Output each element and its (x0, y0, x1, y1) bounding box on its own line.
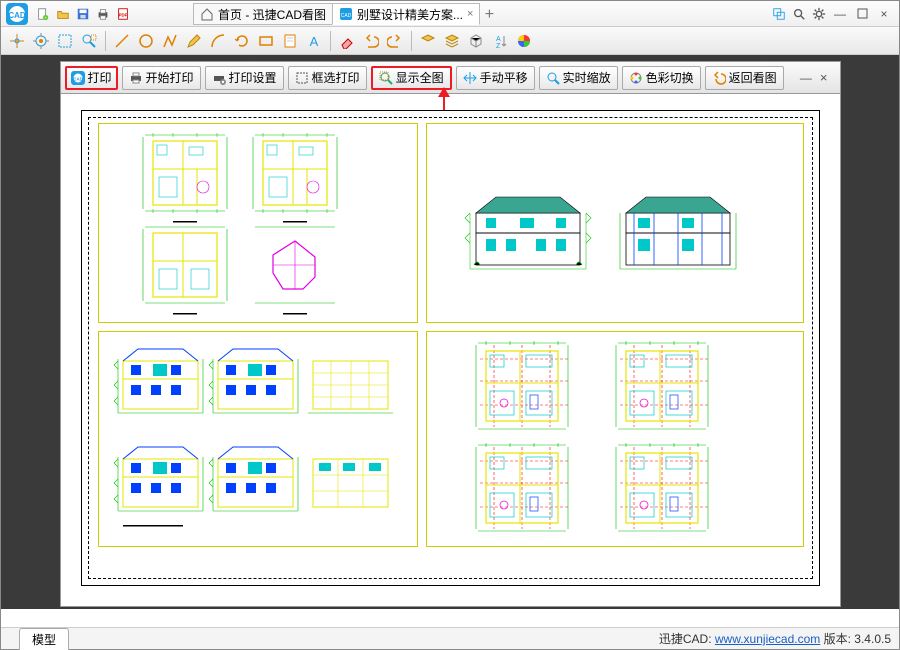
tab-label: 首页 - 迅捷CAD看图 (218, 6, 326, 23)
toolbar-separator (411, 31, 412, 51)
document-tabs: 首页 - 迅捷CAD看图 CAD 别墅设计精美方案... × + (1, 3, 899, 27)
layer-icon[interactable] (417, 30, 439, 52)
frame-print-button[interactable]: 框选打印 (288, 66, 367, 90)
tab-label: 别墅设计精美方案... (357, 6, 463, 23)
panel-floorplans (98, 123, 418, 323)
realtime-zoom-button[interactable]: 实时缩放 (539, 66, 618, 90)
svg-text:A: A (310, 34, 319, 49)
svg-text:CAD: CAD (341, 13, 352, 19)
statusbar: 模型 迅捷CAD: www.xunjiecad.com 版本: 3.4.0.5 (1, 627, 899, 649)
pencil-icon[interactable] (183, 30, 205, 52)
zoom-area-icon[interactable] (78, 30, 100, 52)
rect-icon[interactable] (255, 30, 277, 52)
model-space-tab[interactable]: 模型 (19, 628, 69, 650)
circle-icon[interactable] (135, 30, 157, 52)
line-icon[interactable] (111, 30, 133, 52)
svg-text:A: A (496, 36, 501, 43)
arc-icon[interactable] (207, 30, 229, 52)
svg-text:CAD: CAD (73, 76, 83, 81)
print-toolbar: CAD 打印 开始打印 打印设置 框选打印 显示全图 手动平移 实时缩放 色彩切… (61, 62, 840, 94)
print-tag-label: 打印 (88, 69, 112, 86)
pan-button[interactable]: 手动平移 (456, 66, 535, 90)
eraser-icon[interactable] (336, 30, 358, 52)
cad-file-icon: CAD (339, 7, 353, 21)
undo-icon[interactable] (360, 30, 382, 52)
svg-text:Z: Z (496, 43, 501, 49)
toolbar-separator (105, 31, 106, 51)
text-icon[interactable]: A (303, 30, 325, 52)
tab-close-icon[interactable]: × (467, 8, 473, 20)
cube-icon[interactable] (465, 30, 487, 52)
panel-elevations-a (426, 123, 804, 323)
panel-elevations-b (98, 331, 418, 547)
polyline-icon[interactable] (159, 30, 181, 52)
fit-view-button[interactable]: 显示全图 (371, 66, 452, 90)
target-icon[interactable] (30, 30, 52, 52)
brand-url-link[interactable]: www.xunjiecad.com (715, 632, 820, 646)
print-settings-button[interactable]: 打印设置 (205, 66, 284, 90)
rotate-icon[interactable] (231, 30, 253, 52)
canvas: CAD 打印 开始打印 打印设置 框选打印 显示全图 手动平移 实时缩放 色彩切… (60, 61, 841, 607)
print-panel-minimize[interactable]: — (800, 71, 812, 85)
status-info: 迅捷CAD: www.xunjiecad.com 版本: 3.4.0.5 (659, 630, 899, 647)
drawing-sheet[interactable] (81, 110, 820, 586)
workspace: CAD 打印 开始打印 打印设置 框选打印 显示全图 手动平移 实时缩放 色彩切… (1, 55, 899, 609)
color-toggle-button[interactable]: 色彩切换 (622, 66, 701, 90)
tab-add-button[interactable]: + (479, 3, 499, 27)
print-tag[interactable]: CAD 打印 (65, 66, 118, 90)
crosshair-icon[interactable] (6, 30, 28, 52)
back-to-view-button[interactable]: 返回看图 (705, 66, 784, 90)
main-toolbar: A AZ (1, 27, 899, 55)
toolbar-separator (330, 31, 331, 51)
sort-icon[interactable]: AZ (489, 30, 511, 52)
tab-villa-design[interactable]: CAD 别墅设计精美方案... × (332, 3, 480, 25)
start-print-button[interactable]: 开始打印 (122, 66, 201, 90)
page-icon[interactable] (279, 30, 301, 52)
tab-home[interactable]: 首页 - 迅捷CAD看图 (193, 3, 333, 25)
redo-icon[interactable] (384, 30, 406, 52)
print-panel-close[interactable]: × (820, 70, 828, 85)
color-wheel-icon[interactable] (513, 30, 535, 52)
home-icon (200, 7, 214, 21)
rect-select-icon[interactable] (54, 30, 76, 52)
panel-detailplans (426, 331, 804, 547)
layers-icon[interactable] (441, 30, 463, 52)
